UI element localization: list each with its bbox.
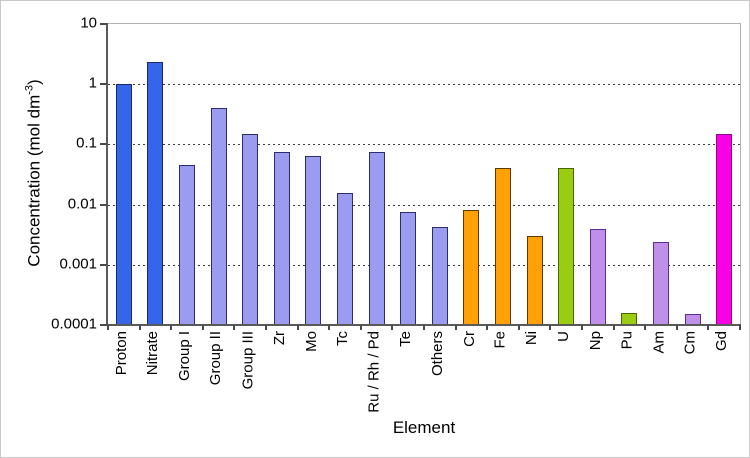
x-tick-5 [265,325,267,330]
bar-cr [463,210,480,325]
x-tick-13 [517,325,520,330]
x-tick-17 [644,325,647,330]
x-axis-label-proton: Proton [112,331,130,376]
plot-area [108,24,740,325]
bar-group-i [179,164,195,325]
x-tick-2 [170,325,173,330]
y-tick-label-0.01: 0.01 [67,195,97,213]
bar-gd [716,133,733,325]
x-axis-label-group-ii: Group II [207,331,225,386]
y-axis-title-text: Concentration (mol dm [24,94,44,267]
x-axis-label-nitrate: Nitrate [144,331,162,376]
x-axis-label-u: U [555,331,573,342]
x-tick-16 [612,325,615,330]
gridline-0.01 [108,204,740,206]
y-axis-title-superscript: -3 [23,84,36,95]
x-tick-1 [138,325,141,330]
x-tick-4 [233,325,236,330]
bar-group-iii [242,133,259,325]
bar-fe [495,168,511,325]
y-tick-10 [100,23,107,25]
gridline-1 [108,84,740,86]
bar-others [431,227,448,325]
y-axis-line [106,23,108,325]
x-axis-label-gd: Gd [713,331,731,352]
x-axis-label-fe: Fe [492,331,509,349]
x-axis-label-ni: Ni [523,331,541,346]
x-axis-label-pu: Pu [618,331,636,350]
x-axis-label-cm: Cm [681,331,699,355]
y-tick-0.0001 [100,324,107,326]
y-tick-label-1: 1 [88,74,97,92]
bar-tc [337,193,353,325]
x-axis-title: Element [392,418,456,437]
plot-frame-right [740,23,741,325]
y-axis-title-close: ) [24,79,44,85]
y-tick-0.001 [100,263,107,266]
y-tick-1 [100,83,107,86]
y-tick-0.01 [100,203,107,206]
bar-ru-rh-pd [368,151,385,325]
x-tick-3 [201,325,204,330]
x-tick-9 [391,325,394,330]
bar-am [653,241,669,325]
y-tick-label-0.0001: 0.0001 [51,315,97,333]
bar-te [400,212,417,325]
y-tick-label-0.001: 0.001 [59,255,97,273]
x-axis-label-group-iii: Group III [239,331,257,390]
bar-zr [273,152,290,325]
x-tick-19 [707,325,710,330]
bar-proton [115,84,132,325]
bar-mo [305,155,322,325]
x-tick-10 [423,325,425,330]
gridline-0.1 [108,144,740,146]
x-tick-8 [359,325,362,330]
bar-ni [526,236,543,325]
x-axis-label-te: Te [397,331,415,347]
plot-frame-top [108,23,741,24]
x-axis-label-others: Others [428,331,446,377]
x-tick-7 [328,325,331,330]
x-tick-6 [296,325,299,330]
x-axis-label-np: Np [586,331,604,351]
y-axis-title: Concentration (mol dm-3) [24,79,45,266]
x-tick-11 [454,325,457,330]
bar-u [558,168,575,325]
y-tick-label-10: 10 [80,14,97,32]
x-tick-15 [581,325,583,330]
x-tick-0 [107,325,109,330]
x-axis-label-mo: Mo [302,331,320,352]
y-tick-label-0.1: 0.1 [76,135,97,153]
gridline-0.001 [108,264,740,266]
x-tick-14 [549,325,552,330]
x-tick-12 [486,325,489,330]
bar-nitrate [147,62,164,325]
y-tick-0.1 [100,143,107,146]
x-axis-label-tc: Tc [334,331,351,346]
bar-group-ii [210,108,227,325]
x-tick-18 [675,325,678,330]
x-axis-label-group-i: Group I [176,331,193,382]
x-axis-label-am: Am [650,331,667,354]
x-axis-label-ru-rh-pd: Ru / Rh / Pd [365,331,383,413]
x-tick-20 [739,325,741,330]
x-axis-label-cr: Cr [460,331,478,347]
bar-np [589,228,606,325]
x-axis-label-zr: Zr [270,331,288,346]
